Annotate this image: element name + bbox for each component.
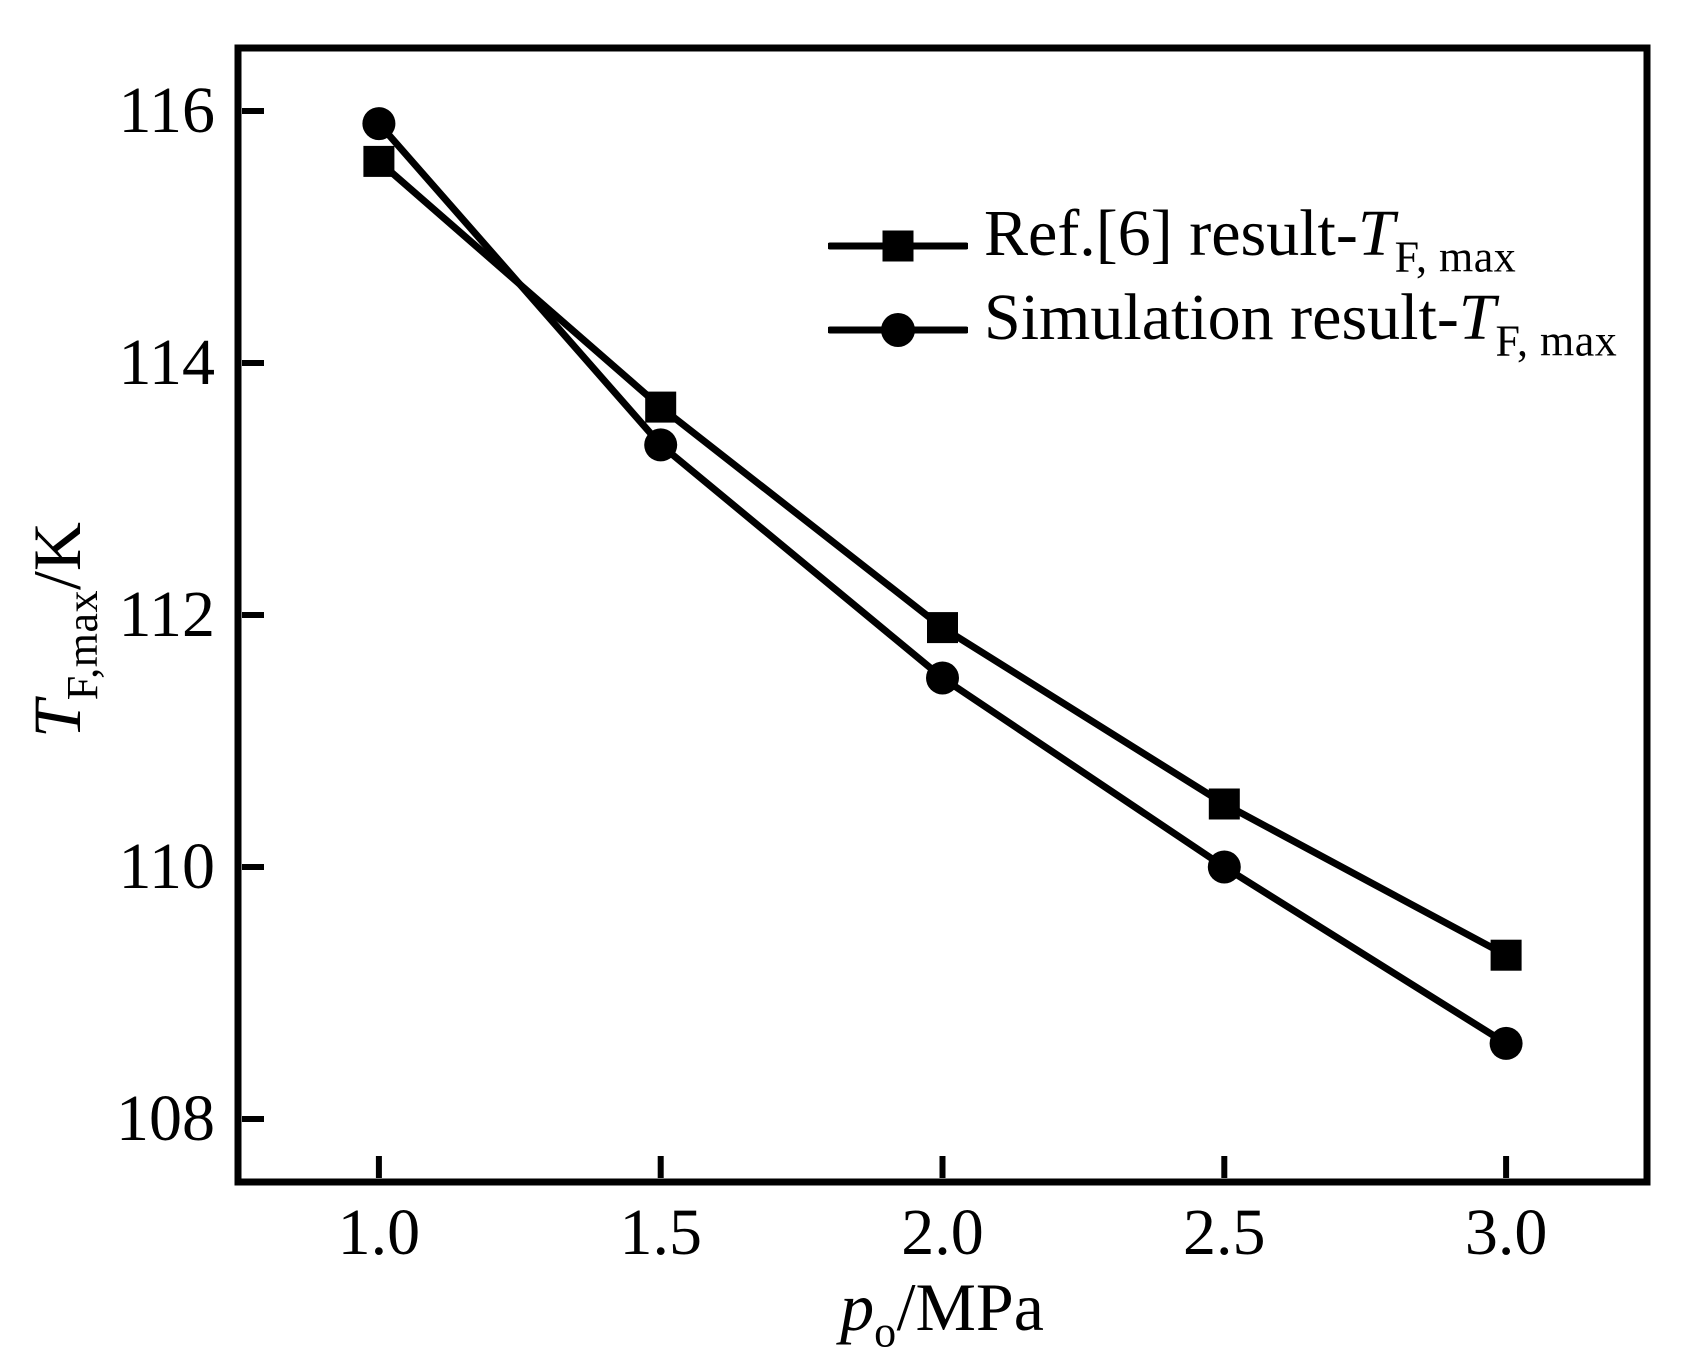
- axis-frame: [234, 44, 1651, 1186]
- x-axis-label-subscript: o: [874, 1307, 897, 1357]
- x-tick-label: 1.5: [619, 1196, 702, 1269]
- y-tick-label: 116: [118, 74, 215, 147]
- y-tick-label: 108: [116, 1082, 215, 1155]
- legend-circle-marker-icon: [828, 313, 968, 347]
- x-axis-label: po/MPa: [742, 1272, 1142, 1357]
- x-axis-label-symbol: p: [840, 1269, 875, 1345]
- data-point-square: [1208, 788, 1240, 820]
- data-point-circle: [362, 107, 396, 141]
- y-axis-label-symbol: T: [19, 700, 96, 739]
- x-tick-label: 2.0: [901, 1196, 984, 1269]
- x-tick-label: 2.5: [1183, 1196, 1266, 1269]
- y-tick-label: 114: [118, 326, 215, 399]
- y-tick-label: 112: [118, 578, 215, 651]
- legend-square-marker-icon: [828, 230, 968, 262]
- legend: Ref.[6] result-TF, max Simulation result…: [828, 199, 1617, 372]
- legend-item-simulation: Simulation result-TF, max: [828, 283, 1617, 372]
- data-point-circle: [1207, 850, 1241, 884]
- x-axis-label-unit: /MPa: [896, 1269, 1044, 1345]
- y-axis-label-subscript: F,max: [57, 589, 107, 701]
- y-axis-label: TF,max/K: [19, 521, 118, 739]
- y-tick-label: 110: [118, 830, 215, 903]
- data-point-circle: [1489, 1026, 1523, 1060]
- x-tick-label: 3.0: [1464, 1196, 1548, 1269]
- data-point-square: [645, 391, 677, 423]
- data-point-circle: [926, 661, 959, 695]
- data-point-square: [927, 612, 958, 644]
- legend-label-simulation: Simulation result-TF, max: [984, 281, 1618, 366]
- y-axis-label-unit: /K: [19, 521, 96, 590]
- legend-item-ref6: Ref.[6] result-TF, max: [828, 199, 1617, 288]
- data-point-circle: [644, 428, 678, 462]
- legend-label-ref6: Ref.[6] result-TF, max: [984, 197, 1517, 282]
- x-tick-label: 1.0: [337, 1196, 421, 1269]
- data-point-square: [1490, 939, 1522, 971]
- data-point-square: [363, 145, 395, 177]
